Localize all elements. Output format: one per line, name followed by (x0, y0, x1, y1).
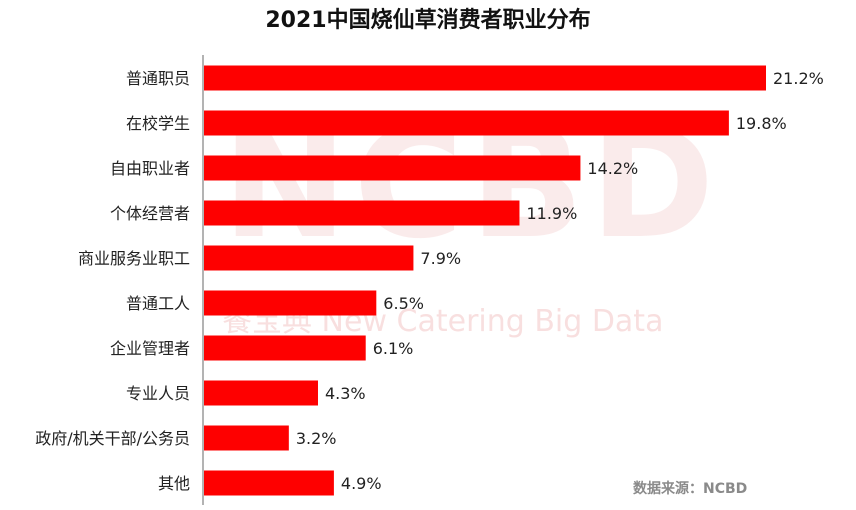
bar-9 (204, 470, 334, 496)
bar-3 (204, 200, 520, 226)
category-label-8: 政府/机关干部/公务员 (35, 429, 190, 448)
bar-8 (204, 425, 289, 451)
category-label-2: 自由职业者 (110, 159, 190, 178)
category-labels: 普通职员在校学生自由职业者个体经营者商业服务业职工普通工人企业管理者专业人员政府… (35, 69, 190, 493)
bar-1 (204, 110, 729, 136)
value-label-3: 11.9% (526, 204, 577, 223)
watermark-subtitle: 餐宝典 New Catering Big Data (222, 296, 663, 340)
value-label-0: 21.2% (773, 69, 824, 88)
bar-6 (204, 335, 366, 361)
bar-0 (204, 65, 766, 91)
category-label-9: 其他 (158, 474, 190, 493)
category-label-5: 普通工人 (126, 294, 190, 313)
source-note: 数据来源：NCBD (633, 481, 748, 497)
category-label-1: 在校学生 (126, 114, 190, 133)
chart-title: 2021中国烧仙草消费者职业分布 (265, 8, 591, 33)
category-label-0: 普通职员 (126, 69, 190, 88)
value-label-1: 19.8% (736, 114, 787, 133)
value-label-6: 6.1% (373, 339, 414, 358)
value-label-2: 14.2% (587, 159, 638, 178)
category-label-7: 专业人员 (126, 384, 190, 403)
value-labels: 21.2% 19.8% 14.2% 11.9% 7.9% 6.5% 6.1% 4.3% 3.2%… (296, 69, 824, 493)
value-label-5: 6.5% (383, 294, 424, 313)
category-label-4: 商业服务业职工 (78, 249, 190, 268)
category-label-3: 个体经营者 (110, 204, 190, 223)
bar-7 (204, 380, 318, 406)
bar-2 (204, 155, 581, 181)
watermark-en: New Catering Big Data (321, 304, 664, 339)
bar-5 (204, 290, 377, 316)
bars-layer (204, 65, 766, 496)
category-label-6: 企业管理者 (110, 339, 190, 358)
value-label-7: 4.3% (325, 384, 366, 403)
value-label-8: 3.2% (296, 429, 337, 448)
bar-4 (204, 245, 414, 271)
value-label-4: 7.9% (420, 249, 461, 268)
value-label-9: 4.9% (341, 474, 382, 493)
